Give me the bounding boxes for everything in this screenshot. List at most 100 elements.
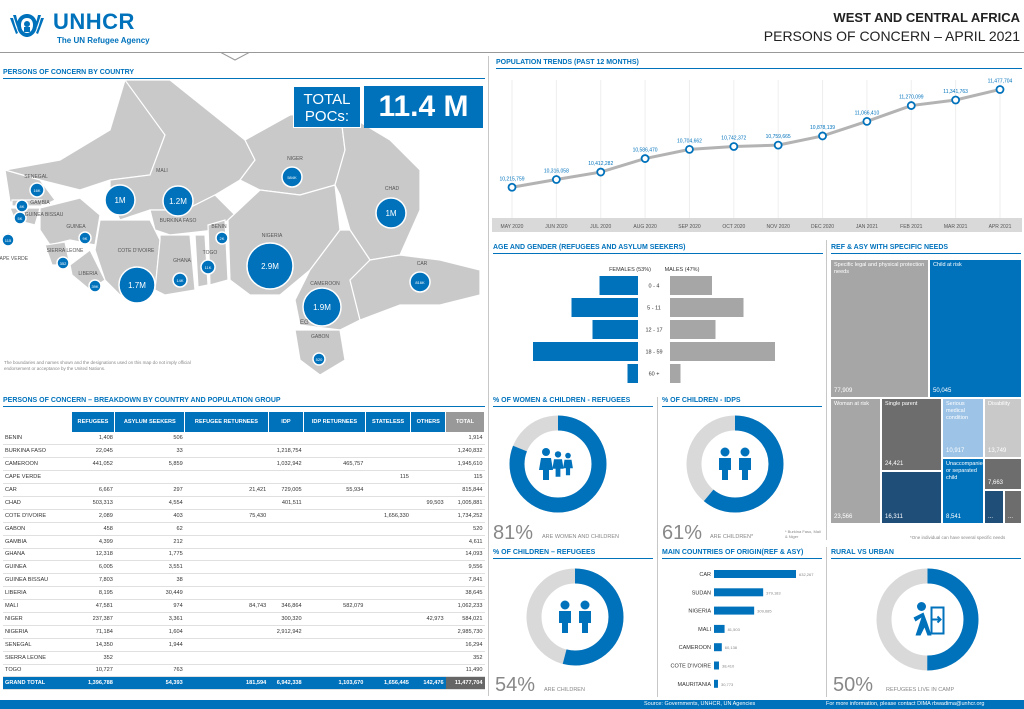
women-children-pct: 81% bbox=[493, 522, 534, 544]
table-cell: 1,103,670 bbox=[303, 676, 366, 691]
map-country-label: BENIN bbox=[211, 224, 227, 230]
trend-value-label: 11,477,704 bbox=[988, 78, 1013, 84]
origin-value-label: 379,183 bbox=[766, 590, 781, 595]
table-cell: 55,934 bbox=[303, 483, 366, 497]
table-cell bbox=[365, 560, 411, 575]
females-label: FEMALES (53%) bbox=[609, 267, 651, 273]
needs-cell-value: 23,566 bbox=[834, 514, 853, 520]
trend-point bbox=[685, 144, 694, 154]
table-row: GABON 458 62 520 bbox=[3, 522, 485, 536]
table-cell: 84,743 bbox=[184, 599, 269, 613]
table-cell bbox=[365, 535, 411, 549]
needs-cell-value: 77,909 bbox=[834, 388, 853, 394]
breakdown-section-line bbox=[3, 406, 485, 407]
table-country-cell: GAMBIA bbox=[3, 535, 71, 549]
table-cell bbox=[184, 586, 269, 601]
table-cell: 7,841 bbox=[445, 573, 485, 588]
footer-contact[interactable]: For more information, please contact DIM… bbox=[826, 701, 985, 707]
table-cell bbox=[184, 522, 269, 536]
map-bubbles: 1M MALI 1.2M BURKINA FASO 584K NIGER 1M CHAD 2.9… bbox=[0, 156, 431, 366]
children-idps-caption: ARE CHILDREN* bbox=[710, 534, 754, 540]
map-section-title: PERSONS OF CONCERN BY COUNTRY bbox=[3, 69, 135, 76]
table-cell: 300,320 bbox=[268, 612, 304, 626]
footer-source: Source: Governments, UNHCR, UN Agencies bbox=[644, 701, 756, 707]
total-pocs-value: 11.4 M bbox=[364, 86, 483, 128]
trend-point bbox=[729, 142, 739, 151]
trend-month-label: APR 2021 bbox=[989, 224, 1012, 230]
table-column-header: REFUGEES bbox=[71, 412, 116, 432]
map-bubble-value: 16K bbox=[33, 188, 40, 193]
needs-cell: Disability 13,749 bbox=[985, 399, 1021, 457]
males-label: MALES (47%) bbox=[665, 267, 700, 273]
unhcr-emblem-icon bbox=[10, 14, 44, 37]
shape-ghana bbox=[154, 234, 196, 296]
map-country-label: SIERRA LEONE bbox=[47, 248, 84, 254]
origin-country-label: MAURITANIA bbox=[677, 682, 711, 688]
needs-cell-value: 10,917 bbox=[946, 448, 965, 454]
women-children-donut bbox=[509, 415, 607, 513]
table-cell bbox=[268, 651, 304, 665]
map-country-label: NIGERIA bbox=[262, 233, 283, 239]
table-cell: 1,218,754 bbox=[268, 444, 304, 459]
donut-fill bbox=[526, 568, 624, 666]
origin-value-label: 632,267 bbox=[799, 572, 814, 577]
table-cell bbox=[410, 522, 446, 536]
table-cell: 30,449 bbox=[114, 586, 185, 601]
children-refugees-section-line bbox=[493, 558, 653, 559]
table-row: SIERRA LEONE 352 352 bbox=[3, 651, 485, 665]
trend-value-label: 10,704,662 bbox=[677, 138, 702, 144]
table-row: CAR 6,667 297 21,421 729,005 55,934 815,844 bbox=[3, 483, 485, 497]
table-cell bbox=[303, 573, 366, 588]
trend-value-label: 10,316,058 bbox=[544, 169, 569, 175]
table-cell bbox=[410, 432, 446, 446]
table-cell: 2,985,730 bbox=[445, 625, 485, 639]
trend-value-label: 11,270,099 bbox=[899, 95, 924, 101]
table-cell: 974 bbox=[114, 599, 185, 613]
table-country-cell: CHAD bbox=[3, 496, 71, 510]
table-cell: 352 bbox=[445, 651, 485, 665]
needs-note: *One individual can have several specifi… bbox=[910, 535, 1006, 540]
origin-country-label: CAMEROON bbox=[679, 645, 711, 651]
table-cell: 4,554 bbox=[114, 496, 185, 510]
trend-value-label: 10,759,665 bbox=[766, 134, 791, 140]
table-cell: 38 bbox=[114, 573, 185, 588]
map-bubble bbox=[375, 197, 407, 229]
table-country-cell: SIERRA LEONE bbox=[3, 651, 71, 665]
trend-month-label: DEC 2020 bbox=[811, 224, 834, 230]
table-cell bbox=[303, 560, 366, 575]
table-cell bbox=[410, 599, 446, 613]
table-cell bbox=[184, 432, 269, 446]
table-cell: 6,667 bbox=[71, 483, 115, 497]
table-cell bbox=[365, 444, 411, 459]
needs-cell: 7,663 bbox=[985, 459, 1021, 489]
map-bubble bbox=[1, 233, 15, 247]
map-bubble-value: 11K bbox=[205, 265, 212, 270]
needs-divider bbox=[826, 240, 827, 540]
table-cell: 506 bbox=[114, 432, 185, 446]
trend-month-label: SEP 2020 bbox=[678, 224, 701, 230]
table-total-row: GRAND TOTAL 1,396,788 54,393 181,594 6,942,3… bbox=[3, 676, 485, 691]
children-idps-note: * Burkina Faso, Mali & Niger bbox=[785, 529, 821, 539]
mid-divider bbox=[657, 397, 658, 697]
map-country-label: TOGO bbox=[203, 250, 218, 256]
table-column-header: STATELESS bbox=[365, 412, 412, 432]
table-cell bbox=[184, 560, 269, 575]
table-row: CAMEROON 441,052 5,859 1,032,942 465,757 1,94… bbox=[3, 457, 485, 472]
table-cell bbox=[410, 509, 446, 523]
male-bar bbox=[670, 276, 712, 295]
map-bubble bbox=[281, 166, 303, 188]
needs-cell-label: Woman at risk bbox=[834, 401, 870, 407]
map-country-label: GABON bbox=[311, 334, 329, 340]
map-bubble-value: 2K bbox=[220, 236, 225, 241]
shelter-exit-icon bbox=[913, 602, 945, 636]
table-corner bbox=[3, 412, 72, 432]
table-cell: 1,604 bbox=[114, 625, 185, 639]
map-country-label: CAR bbox=[417, 261, 428, 267]
map-bubble-value: 5K bbox=[18, 216, 23, 221]
children-refugees-pct: 54% bbox=[495, 674, 536, 696]
table-cell bbox=[303, 509, 366, 523]
breakdown-table: REFUGEES ASYLUM SEEKERS REFUGEE RETURNEES I… bbox=[3, 412, 485, 691]
table-cell: 1,945,610 bbox=[445, 457, 485, 472]
table-cell bbox=[184, 625, 269, 639]
table-column-header: IDP bbox=[268, 412, 305, 432]
